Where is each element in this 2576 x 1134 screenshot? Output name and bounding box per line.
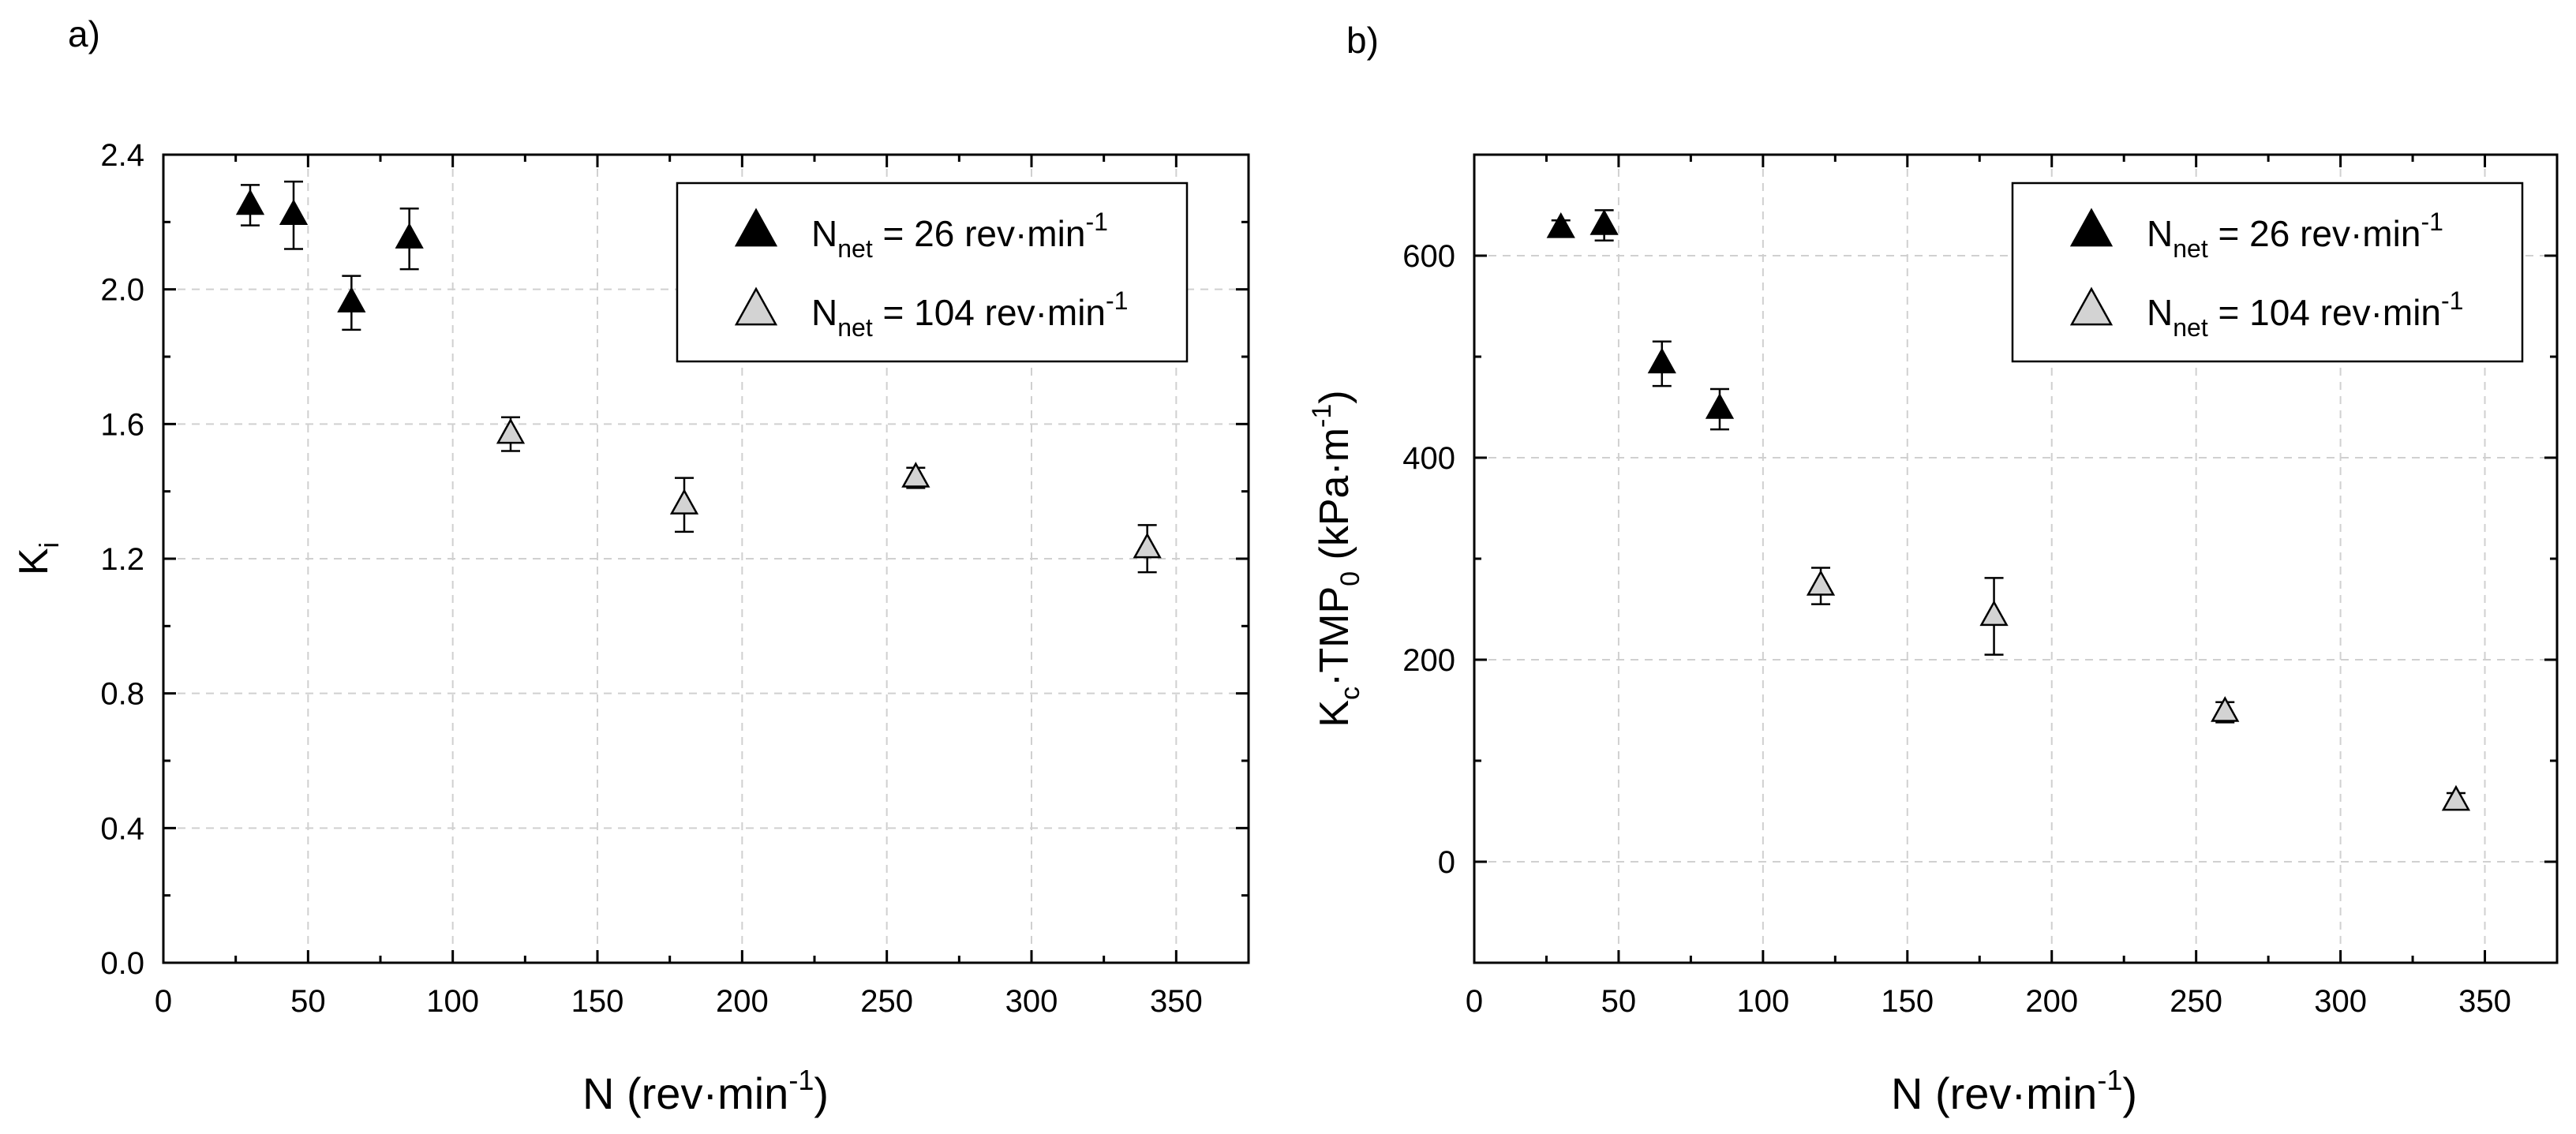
data-point-series-1	[1546, 212, 1575, 238]
panel-a-label: a)	[68, 13, 100, 54]
x-tick-label: 150	[1881, 984, 1934, 1019]
data-point-series-1	[337, 286, 366, 313]
data-point-series-2	[901, 462, 930, 488]
y-tick-label: 1.6	[100, 407, 144, 442]
chart-panel-a: 0 50 100 150 200 250 300 350 0.0 0.4 0.8 1.2 1.6 2.0 2…	[11, 138, 1250, 1118]
x-tick-label: 50	[290, 984, 326, 1019]
legend-marker-2	[734, 286, 778, 326]
x-tick-label: 200	[2025, 984, 2078, 1019]
legend-marker-2	[2069, 286, 2114, 326]
y-tick-label: 0.8	[100, 677, 144, 712]
data-point-series-1	[1589, 209, 1619, 235]
data-point-series-1	[395, 223, 424, 249]
legend-marker-1	[734, 208, 778, 247]
y-tick-label: 0	[1438, 845, 1455, 880]
data-point-series-1	[1705, 393, 1735, 419]
legend: Nnet = 26 rev·min-1 Nnet = 104 rev·min-1	[676, 182, 1189, 363]
x-tick-label: 300	[2314, 984, 2367, 1019]
x-tick-label: 100	[1736, 984, 1789, 1019]
data-point-series-2	[496, 417, 526, 444]
y-axis-label: Ki	[11, 542, 65, 575]
x-tick-label: 100	[426, 984, 479, 1019]
legend-marker-1	[2069, 208, 2114, 247]
x-tick-label: 50	[1601, 984, 1637, 1019]
legend: Nnet = 26 rev·min-1 Nnet = 104 rev·min-1	[2011, 182, 2524, 363]
data-point-series-2	[1806, 570, 1836, 596]
y-tick-label: 600	[1402, 239, 1455, 274]
x-tick-label: 350	[2458, 984, 2511, 1019]
y-tick-label: 0.0	[100, 946, 144, 981]
x-tick-label: 350	[1150, 984, 1203, 1019]
x-tick-label: 150	[571, 984, 624, 1019]
y-tick-label: 400	[1402, 441, 1455, 476]
y-tick-label: 2.4	[100, 138, 144, 173]
y-tick-label: 0.4	[100, 811, 144, 846]
x-tick-label: 300	[1005, 984, 1058, 1019]
data-point-series-2	[1133, 532, 1162, 559]
legend-box	[2011, 182, 2524, 363]
x-axis-label: N (rev·min-1)	[582, 1064, 829, 1118]
y-tick-label: 200	[1402, 643, 1455, 678]
legend-label-2: Nnet = 104 rev·min-1	[811, 286, 1128, 342]
x-tick-label: 250	[860, 984, 913, 1019]
data-point-series-2	[1979, 600, 2009, 627]
data-point-series-2	[2441, 784, 2471, 811]
chart-panel-b: 0 50 100 150 200 250 300 350 0 200 400 600 N (rev·mi…	[1307, 153, 2559, 1118]
x-tick-label: 0	[1466, 984, 1483, 1019]
y-tick-label: 2.0	[100, 273, 144, 308]
y-axis-label: Kc·TMP0 (kPa·m-1)	[1307, 390, 1365, 727]
x-tick-label: 250	[2170, 984, 2222, 1019]
legend-label-1: Nnet = 26 rev·min-1	[811, 208, 1108, 263]
x-axis-label: N (rev·min-1)	[1891, 1064, 2137, 1118]
legend-label-1: Nnet = 26 rev·min-1	[2147, 208, 2443, 263]
legend-label-2: Nnet = 104 rev·min-1	[2147, 286, 2463, 342]
data-point-series-1	[1647, 347, 1676, 374]
legend-box	[676, 182, 1189, 363]
x-tick-label: 200	[716, 984, 769, 1019]
y-tick-label: 1.2	[100, 542, 144, 577]
panel-b-label: b)	[1346, 20, 1379, 61]
data-point-series-2	[2211, 696, 2240, 722]
data-point-series-1	[279, 199, 309, 225]
x-tick-label: 0	[155, 984, 172, 1019]
data-point-series-1	[235, 189, 265, 215]
data-point-series-2	[669, 488, 699, 515]
